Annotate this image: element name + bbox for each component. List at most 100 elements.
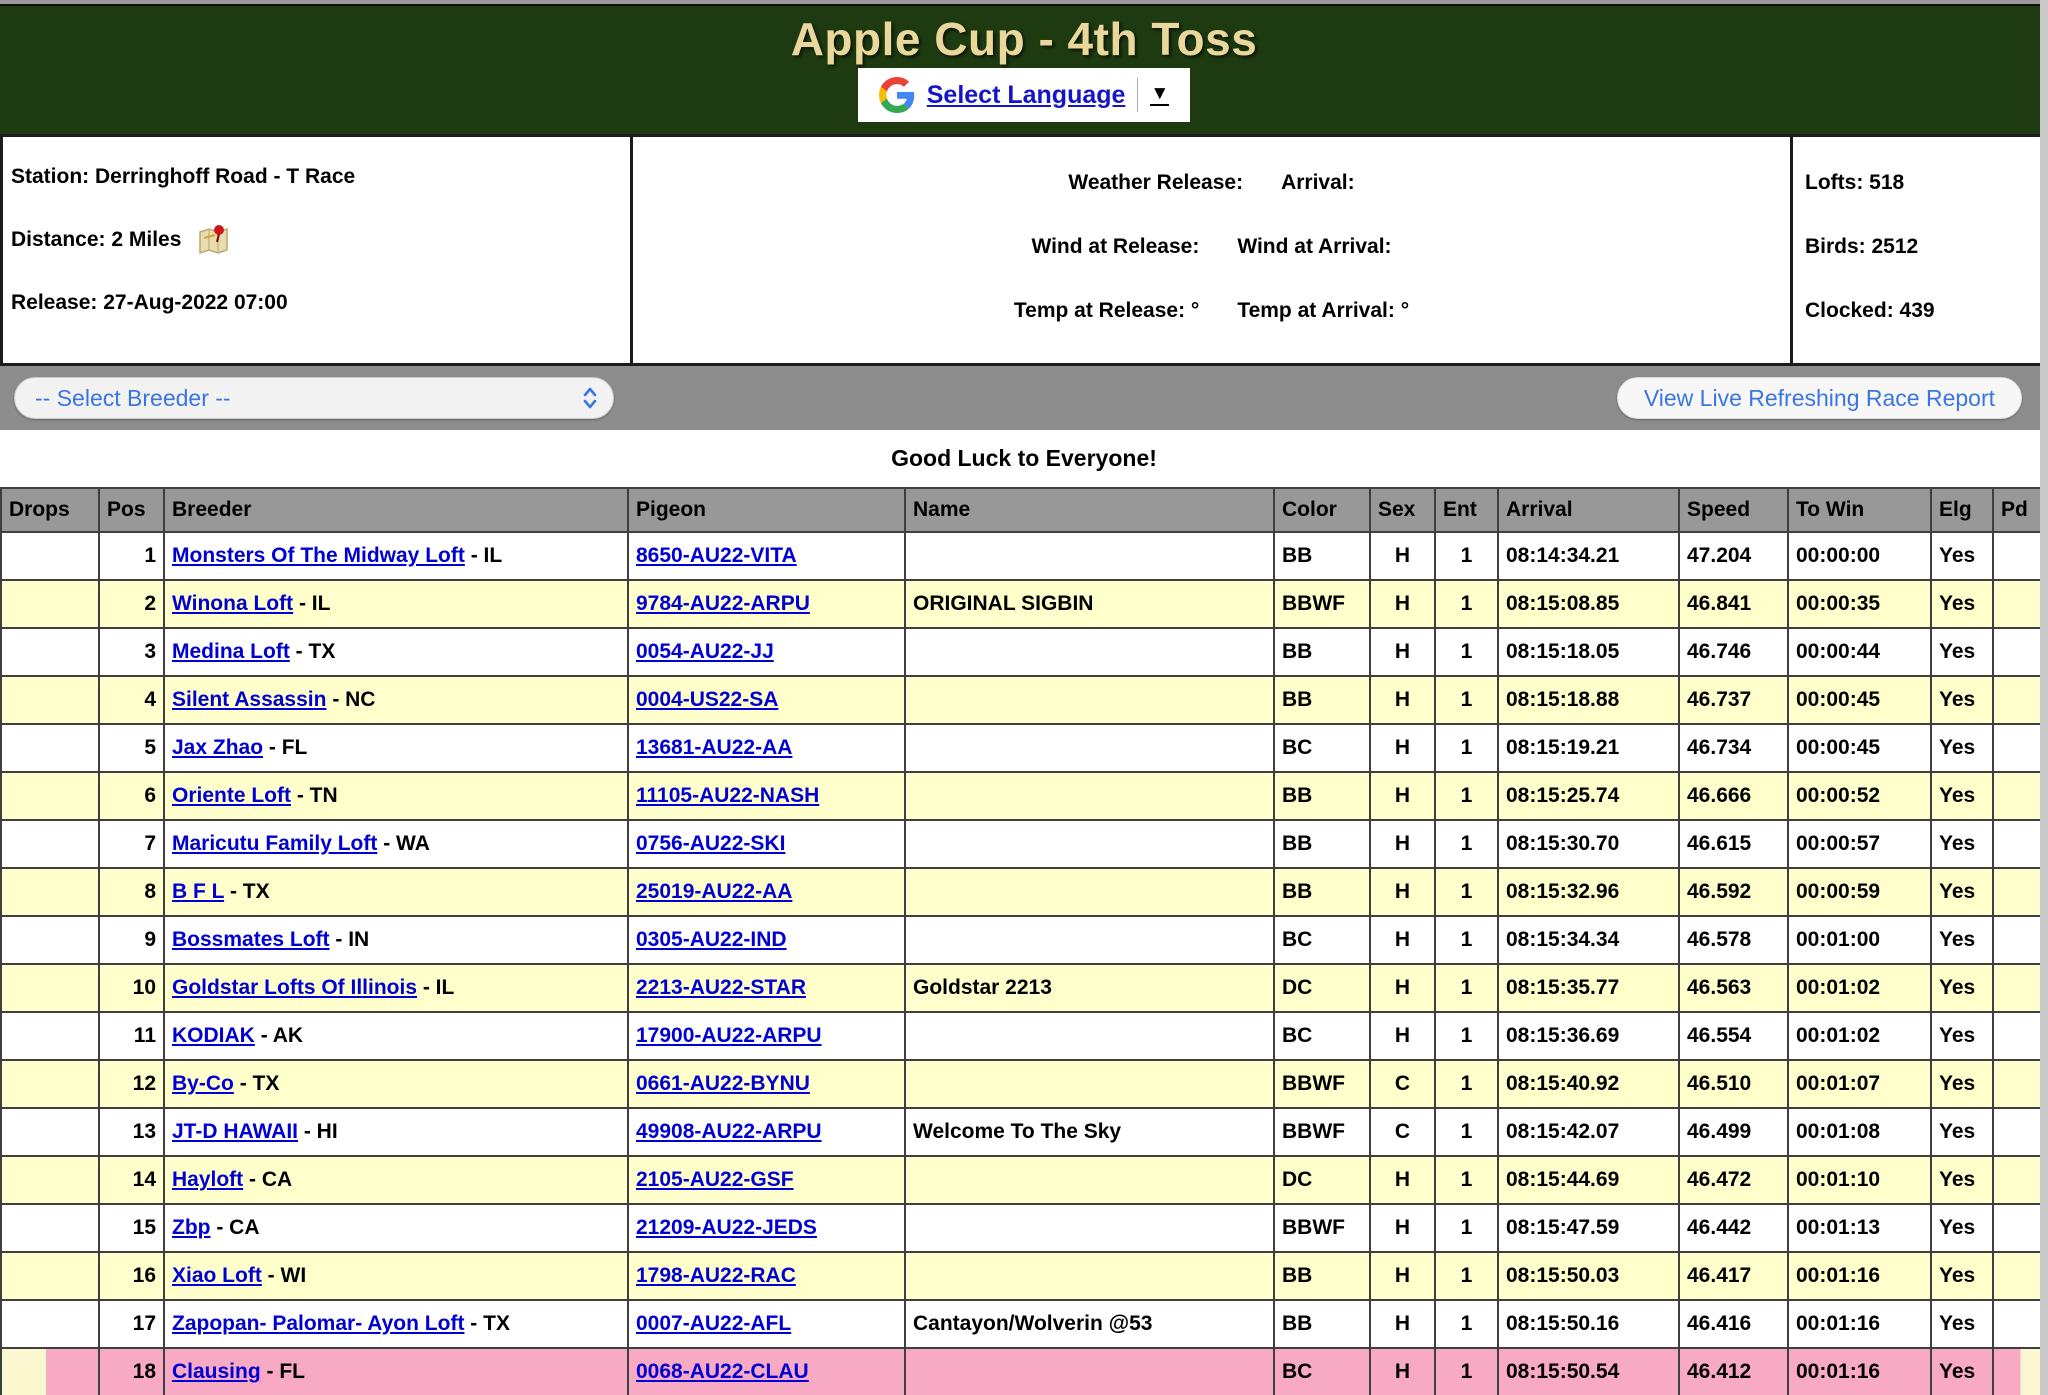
- browser-top-strip: [0, 0, 2048, 6]
- towin-cell: 00:00:44: [1787, 627, 1932, 677]
- arrival-cell: 08:15:50.03: [1497, 1251, 1680, 1301]
- page-title: Apple Cup - 4th Toss: [790, 13, 1258, 65]
- column-header: Elg: [1930, 487, 1994, 533]
- breeder-state: - IL: [422, 976, 455, 999]
- ent-cell: 1: [1434, 819, 1499, 869]
- breeder-link[interactable]: Zapopan- Palomar- Ayon Loft: [172, 1312, 465, 1335]
- pos-cell: 10: [98, 963, 165, 1013]
- name-cell: [904, 1347, 1275, 1395]
- breeder-state: - TX: [470, 1312, 510, 1335]
- station-info-cell: Station: Derringhoff Road - T Race Dista…: [0, 134, 633, 366]
- pigeon-link[interactable]: 0054-AU22-JJ: [636, 640, 774, 663]
- name-cell: [904, 1251, 1275, 1301]
- pigeon-cell: 2213-AU22-STAR: [627, 963, 906, 1013]
- pos-cell: 12: [98, 1059, 165, 1109]
- map-pin-icon[interactable]: [195, 222, 231, 258]
- breeder-link[interactable]: Winona Loft: [172, 592, 294, 615]
- select-language-link[interactable]: Select Language: [926, 80, 1126, 109]
- pos-cell: 2: [98, 579, 165, 629]
- breeder-link[interactable]: Silent Assassin: [172, 688, 327, 711]
- elg-cell: Yes: [1930, 1107, 1994, 1157]
- google-translate-widget: Select Language ▼: [858, 68, 1190, 122]
- pigeon-link[interactable]: 13681-AU22-AA: [636, 736, 793, 759]
- pigeon-link[interactable]: 17900-AU22-ARPU: [636, 1024, 822, 1047]
- pigeon-link[interactable]: 25019-AU22-AA: [636, 880, 793, 903]
- pigeon-link[interactable]: 21209-AU22-JEDS: [636, 1216, 817, 1239]
- column-header: Arrival: [1497, 487, 1680, 533]
- pigeon-link[interactable]: 2213-AU22-STAR: [636, 976, 806, 999]
- pd-cell: [1992, 1107, 2042, 1157]
- speed-cell: 46.417: [1678, 1251, 1789, 1301]
- pigeon-link[interactable]: 8650-AU22-VITA: [636, 544, 797, 567]
- breeder-link[interactable]: B F L: [172, 880, 225, 903]
- breeder-link[interactable]: Maricutu Family Loft: [172, 832, 378, 855]
- pigeon-link[interactable]: 0007-AU22-AFL: [636, 1312, 792, 1335]
- towin-cell: 00:00:45: [1787, 675, 1932, 725]
- breeder-link[interactable]: Oriente Loft: [172, 784, 291, 807]
- table-row: 2 Winona Loft - IL 9784-AU22-ARPU ORIGINAL …: [0, 579, 2042, 629]
- breeder-state: - TX: [239, 1072, 280, 1095]
- vertical-scrollbar[interactable]: [2040, 0, 2048, 1395]
- color-cell: BC: [1273, 723, 1371, 773]
- color-cell: BC: [1273, 915, 1371, 965]
- column-header: Sex: [1369, 487, 1436, 533]
- breeder-link[interactable]: JT-D HAWAII: [172, 1120, 299, 1143]
- sex-cell: H: [1369, 1155, 1436, 1205]
- pigeon-link[interactable]: 0305-AU22-IND: [636, 928, 787, 951]
- table-row: 1 Monsters Of The Midway Loft - IL 8650-AU…: [0, 531, 2042, 581]
- name-cell: [904, 675, 1275, 725]
- view-live-report-button[interactable]: View Live Refreshing Race Report: [1616, 377, 2022, 419]
- name-cell: Goldstar 2213: [904, 963, 1275, 1013]
- translate-dropdown-arrow[interactable]: ▼: [1150, 83, 1170, 106]
- breeder-link[interactable]: KODIAK: [172, 1024, 255, 1047]
- breeder-link[interactable]: Hayloft: [172, 1168, 244, 1191]
- temp-release-label: Temp at Release: °: [1013, 299, 1200, 322]
- table-row: 10 Goldstar Lofts Of Illinois - IL 2213-AU…: [0, 963, 2042, 1013]
- breeder-link[interactable]: Xiao Loft: [172, 1264, 262, 1287]
- breeder-select[interactable]: -- Select Breeder --: [14, 377, 614, 419]
- pigeon-link[interactable]: 0756-AU22-SKI: [636, 832, 786, 855]
- drops-cell: [0, 819, 100, 869]
- breeder-link[interactable]: Medina Loft: [172, 640, 290, 663]
- breeder-cell: JT-D HAWAII - HI: [163, 1107, 629, 1157]
- breeder-link[interactable]: Bossmates Loft: [172, 928, 330, 951]
- pigeon-link[interactable]: 0004-US22-SA: [636, 688, 779, 711]
- pigeon-link[interactable]: 49908-AU22-ARPU: [636, 1120, 822, 1143]
- pigeon-link[interactable]: 11105-AU22-NASH: [636, 784, 820, 807]
- color-cell: BBWF: [1273, 1059, 1371, 1109]
- breeder-cell: Goldstar Lofts Of Illinois - IL: [163, 963, 629, 1013]
- breeder-link[interactable]: Zbp: [172, 1216, 211, 1239]
- pigeon-link[interactable]: 2105-AU22-GSF: [636, 1168, 794, 1191]
- pos-cell: 8: [98, 867, 165, 917]
- pos-cell: 15: [98, 1203, 165, 1253]
- breeder-link[interactable]: Jax Zhao: [172, 736, 264, 759]
- drops-cell: [0, 1059, 100, 1109]
- speed-cell: 46.416: [1678, 1299, 1789, 1349]
- breeder-link[interactable]: Goldstar Lofts Of Illinois: [172, 976, 418, 999]
- breeder-link[interactable]: By-Co: [172, 1072, 234, 1095]
- name-cell: ORIGINAL SIGBIN: [904, 579, 1275, 629]
- drops-cell: [0, 675, 100, 725]
- pd-cell: [1992, 1347, 2042, 1395]
- pigeon-link[interactable]: 0661-AU22-BYNU: [636, 1072, 810, 1095]
- elg-cell: Yes: [1930, 1011, 1994, 1061]
- pigeon-cell: 0661-AU22-BYNU: [627, 1059, 906, 1109]
- station-line: Station: Derringhoff Road - T Race: [11, 165, 356, 188]
- pigeon-link[interactable]: 0068-AU22-CLAU: [636, 1360, 809, 1383]
- towin-cell: 00:00:45: [1787, 723, 1932, 773]
- arrival-cell: 08:15:36.69: [1497, 1011, 1680, 1061]
- pigeon-link[interactable]: 9784-AU22-ARPU: [636, 592, 810, 615]
- pigeon-link[interactable]: 1798-AU22-RAC: [636, 1264, 796, 1287]
- table-row: 6 Oriente Loft - TN 11105-AU22-NASH BB H 1 08:…: [0, 771, 2042, 821]
- elg-cell: Yes: [1930, 1251, 1994, 1301]
- ent-cell: 1: [1434, 531, 1499, 581]
- breeder-link[interactable]: Monsters Of The Midway Loft: [172, 544, 465, 567]
- breeder-link[interactable]: Clausing: [172, 1360, 261, 1383]
- pigeon-cell: 8650-AU22-VITA: [627, 531, 906, 581]
- pigeon-cell: 49908-AU22-ARPU: [627, 1107, 906, 1157]
- drops-cell: [0, 1107, 100, 1157]
- pigeon-cell: 0068-AU22-CLAU: [627, 1347, 906, 1395]
- ent-cell: 1: [1434, 1011, 1499, 1061]
- sex-cell: H: [1369, 1347, 1436, 1395]
- pos-cell: 13: [98, 1107, 165, 1157]
